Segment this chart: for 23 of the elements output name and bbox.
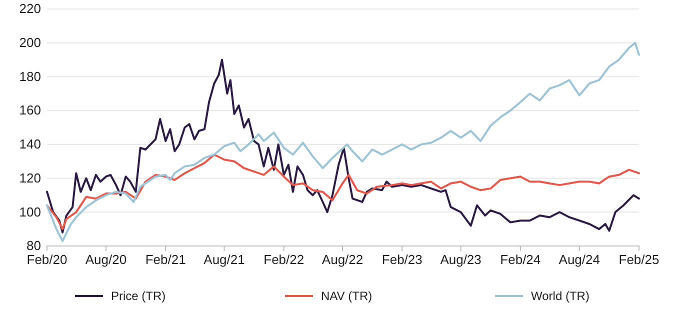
y-tick-label: 200 bbox=[19, 35, 41, 50]
x-tick-label: Aug/22 bbox=[322, 252, 364, 268]
y-tick-label: 140 bbox=[19, 136, 41, 152]
x-tick-label: Feb/23 bbox=[382, 252, 422, 268]
x-tick-label: Aug/21 bbox=[204, 252, 245, 268]
x-tick-label: Aug/23 bbox=[440, 252, 482, 268]
legend-label: World (TR) bbox=[531, 289, 590, 303]
y-tick-label: 100 bbox=[19, 204, 41, 220]
x-tick-label: Feb/20 bbox=[26, 252, 68, 268]
legend-label: Price (TR) bbox=[111, 289, 166, 303]
y-tick-label: 160 bbox=[19, 102, 41, 118]
y-tick-label: 80 bbox=[26, 238, 41, 254]
y-tick-label: 120 bbox=[19, 170, 41, 186]
x-tick-label: Feb/24 bbox=[500, 252, 541, 268]
x-tick-label: Feb/21 bbox=[145, 252, 186, 268]
x-tick-label: Aug/24 bbox=[558, 252, 600, 268]
y-tick-label: 180 bbox=[19, 68, 41, 84]
y-tick-label: 220 bbox=[19, 1, 41, 16]
line-series bbox=[46, 154, 640, 230]
x-tick-label: Feb/25 bbox=[618, 252, 660, 268]
x-tick-label: Aug/20 bbox=[85, 252, 127, 268]
legend-label: NAV (TR) bbox=[321, 289, 372, 303]
x-tick-label: Feb/22 bbox=[264, 252, 304, 268]
